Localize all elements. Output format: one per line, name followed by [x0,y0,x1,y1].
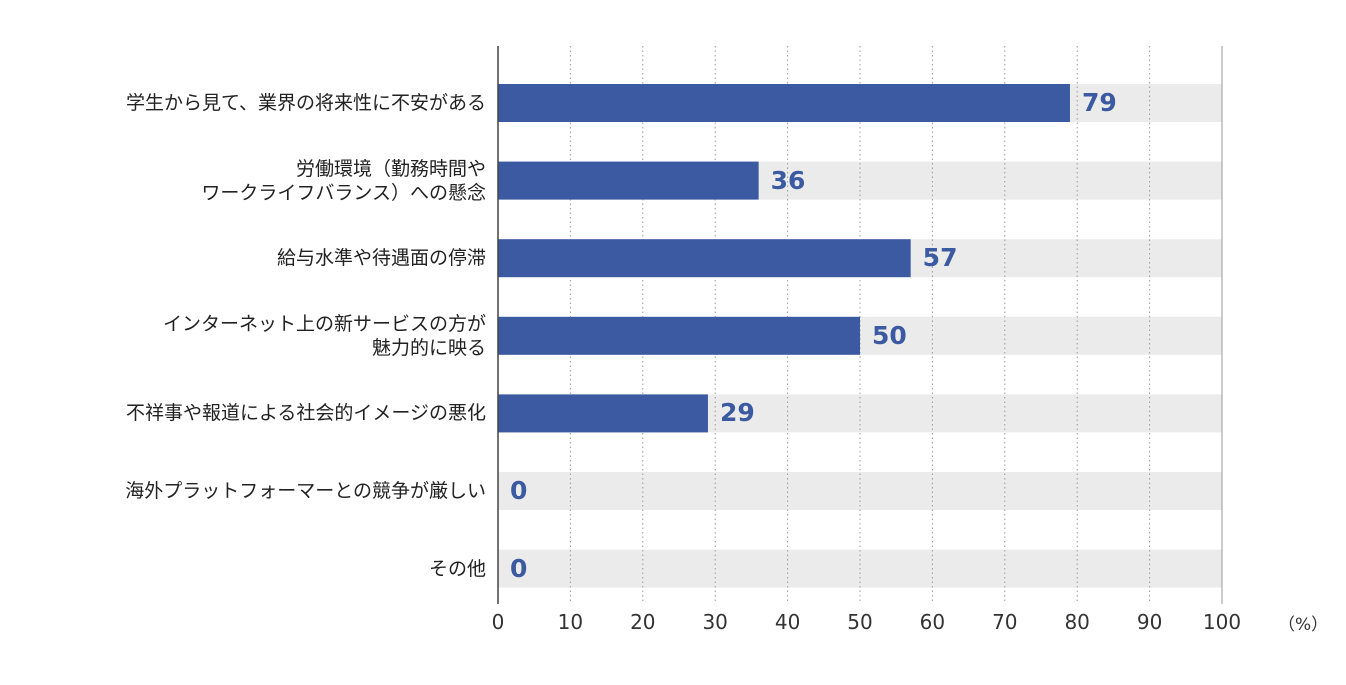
x-tick-label: 0 [491,610,505,634]
x-tick-label: 80 [1064,610,1090,634]
category-label: 労働環境（勤務時間や ワークライフバランス）への懸念 [26,157,486,205]
value-label: 57 [922,243,958,273]
category-label-line: その他 [428,557,486,580]
x-tick-label: 20 [630,610,656,634]
category-label: インターネット上の新サービスの方が 魅力的に映る [26,312,486,360]
value-label: 36 [770,165,806,195]
category-label-line: 学生から見て、業界の将来性に不安がある [125,92,486,114]
x-tick-label: 30 [702,610,728,634]
x-tick-label: 60 [919,610,946,634]
value-label: 79 [1081,88,1117,117]
bar [498,161,759,200]
category-label-line: 魅力的に映る [371,336,486,359]
category-label: その他 [26,557,486,581]
x-tick-label: 40 [774,610,801,634]
x-tick-label: 50 [847,610,873,634]
x-tick-label: 90 [1136,610,1163,634]
x-tick-label: 70 [992,610,1018,634]
value-label: 29 [719,398,755,428]
bar [498,394,708,433]
value-label: 0 [510,553,528,583]
bar-track [498,472,1222,510]
value-label: 50 [872,320,907,350]
bar [498,84,1070,122]
category-label: 不祥事や報道による社会的イメージの悪化 [26,401,486,425]
bar [498,239,911,278]
category-label-line: 不祥事や報道による社会的イメージの悪化 [125,402,486,425]
value-label: 0 [510,476,528,505]
x-tick-label: 100 [1202,610,1242,634]
category-label-line: ワークライフバランス）への懸念 [201,181,486,204]
bar [498,316,860,355]
category-label-line: 海外プラットフォーマーとの競争が厳しい [125,480,486,502]
category-label-line: インターネット上の新サービスの方が [162,312,486,335]
category-label-line: 労働環境（勤務時間や [295,157,486,180]
x-axis-unit: （%） [1278,615,1329,635]
category-label: 給与水準や待遇面の停滞 [26,246,486,270]
category-label: 海外プラットフォーマーとの競争が厳しい [26,479,486,503]
x-tick-label: 10 [557,610,584,634]
category-label-line: 給与水準や待遇面の停滞 [276,247,486,270]
category-label: 学生から見て、業界の将来性に不安がある [26,91,486,115]
